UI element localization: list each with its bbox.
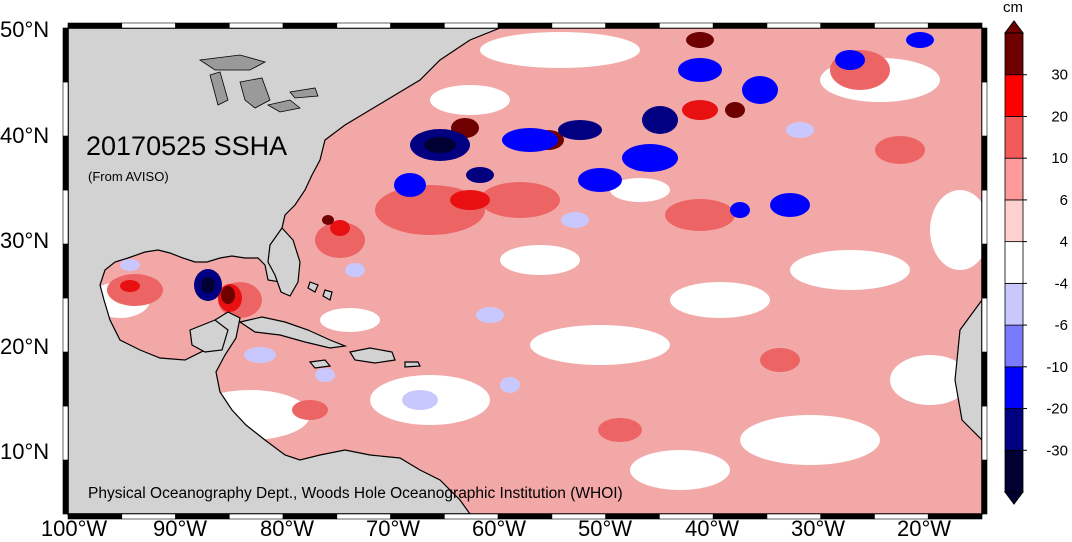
frame-segment [62, 297, 69, 353]
frame-segment [282, 22, 338, 29]
negative-anomaly-eddies [194, 32, 934, 301]
colorbar-swatch [1004, 199, 1024, 243]
lon-label-50: 50°W [578, 516, 632, 541]
lon-label-30: 30°W [791, 516, 845, 541]
frame-segment [605, 22, 660, 29]
lat-label-40: 40°N [0, 123, 49, 148]
frame-segment [444, 22, 499, 29]
lat-label-30: 30°N [0, 228, 49, 253]
land-masses [68, 28, 982, 514]
frame-segment [336, 22, 391, 29]
lon-label-60: 60°W [472, 516, 526, 541]
colorbar-label: 6 [1060, 192, 1068, 209]
frame-segment [62, 135, 69, 191]
frame-segment [175, 22, 230, 29]
lat-label-20: 20°N [0, 334, 49, 359]
frame-segment [981, 81, 988, 137]
frame-segment [62, 243, 69, 299]
colorbar-unit: cm [1003, 0, 1023, 16]
map-frame-ticks [62, 22, 988, 520]
colorbar: cm 30 20 10 6 4 -4 -6 -10 -20 -30 [1003, 0, 1068, 505]
frame-segment [62, 27, 69, 83]
colorbar-swatch [1004, 74, 1024, 117]
colorbar-swatch [1004, 366, 1024, 409]
frame-segment [981, 297, 988, 353]
great-lakes [198, 54, 319, 113]
frame-segment [390, 22, 445, 29]
longitude-labels: 100°W 90°W 80°W 70°W 60°W 50°W 40°W 30°W… [41, 516, 951, 541]
colorbar-label: -6 [1055, 317, 1068, 334]
frame-segment [67, 22, 123, 29]
colorbar-swatch [1004, 408, 1024, 451]
map-credit: Physical Oceanography Dept., Woods Hole … [88, 485, 623, 502]
colorbar-swatch [1004, 282, 1024, 326]
colorbar-label: 20 [1051, 108, 1068, 125]
lat-label-50: 50°N [0, 17, 49, 42]
frame-segment [659, 22, 714, 29]
map-area [68, 28, 982, 514]
frame-segment [927, 513, 983, 520]
frame-segment [981, 351, 988, 407]
frame-segment [62, 189, 69, 245]
lat-label-10: 10°N [0, 439, 49, 464]
frame-segment [551, 22, 606, 29]
weak-negative-anomaly-patches [120, 122, 814, 410]
colorbar-label: 4 [1060, 234, 1068, 251]
colorbar-swatch [1004, 241, 1024, 284]
frame-segment [981, 135, 988, 191]
map-title: 20170525 SSHA [86, 131, 287, 161]
map-source: (From AVISO) [88, 169, 169, 184]
colorbar-swatch [1004, 324, 1024, 368]
colorbar-label: 10 [1051, 150, 1068, 167]
frame-segment [981, 189, 988, 245]
frame-segment [228, 22, 284, 29]
colorbar-labels: 30 20 10 6 4 -4 -6 -10 -20 -30 [1023, 67, 1068, 459]
frame-segment [497, 22, 553, 29]
colorbar-swatch [1004, 116, 1024, 159]
frame-segment [121, 22, 176, 29]
frame-segment [981, 243, 988, 299]
colorbar-max-arrow [1004, 20, 1024, 34]
frame-segment [712, 22, 768, 29]
colorbar-label: -30 [1046, 442, 1068, 459]
frame-segment [981, 405, 988, 461]
colorbar-label: -4 [1055, 275, 1068, 292]
frame-segment [981, 27, 988, 83]
frame-segment [62, 405, 69, 461]
frame-segment [62, 351, 69, 407]
lon-label-100: 100°W [41, 516, 108, 541]
frame-segment [874, 22, 929, 29]
colorbar-label: -20 [1046, 401, 1068, 418]
frame-segment [62, 81, 69, 137]
colorbar-min-arrow [1004, 491, 1024, 505]
lon-label-20: 20°W [897, 516, 951, 541]
colorbar-label: -10 [1046, 359, 1068, 376]
colorbar-swatches [1004, 20, 1024, 505]
lon-label-80: 80°W [260, 516, 314, 541]
colorbar-label: 30 [1051, 67, 1068, 84]
frame-segment [766, 22, 822, 29]
frame-segment [927, 22, 983, 29]
frame-segment [62, 459, 69, 515]
colorbar-swatch [1004, 157, 1024, 201]
colorbar-swatch [1004, 32, 1024, 76]
lon-label-90: 90°W [153, 516, 207, 541]
lon-label-40: 40°W [685, 516, 739, 541]
lon-label-70: 70°W [366, 516, 420, 541]
colorbar-swatch [1004, 449, 1024, 493]
frame-segment [820, 22, 875, 29]
frame-segment [981, 459, 988, 515]
latitude-labels: 50°N 40°N 30°N 20°N 10°N [0, 17, 49, 464]
